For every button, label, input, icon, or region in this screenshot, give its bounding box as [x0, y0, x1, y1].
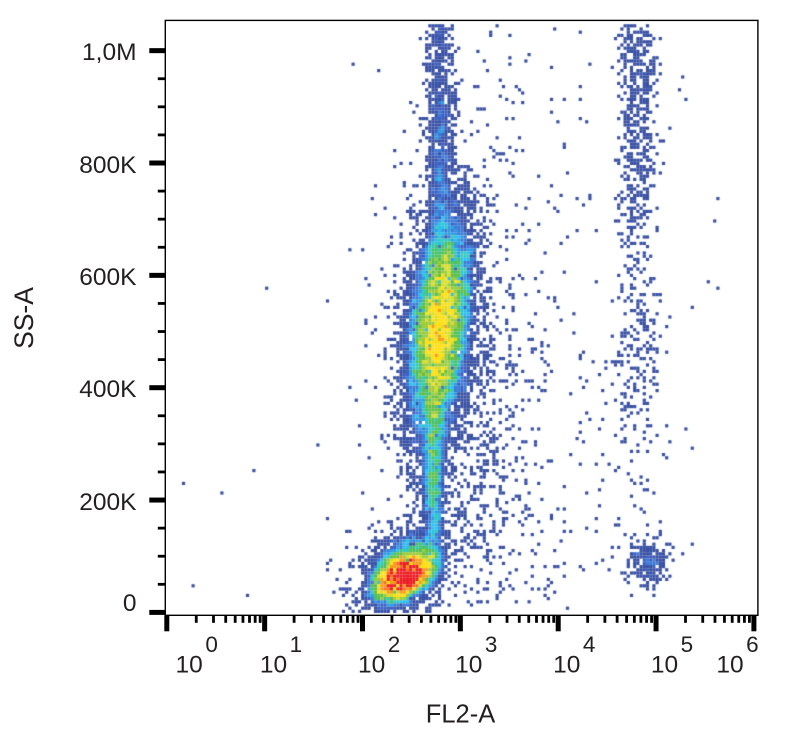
x-minor-tick	[650, 615, 653, 623]
y-minor-tick	[157, 442, 166, 446]
x-minor-tick	[527, 615, 531, 623]
y-minor-tick	[157, 330, 166, 333]
x-tick-label-10^5: 105	[650, 631, 694, 679]
x-minor-tick	[449, 615, 453, 623]
y-tick-label-600K: 600K	[79, 263, 137, 291]
x-minor-tick	[517, 615, 521, 623]
y-minor-tick	[157, 189, 166, 193]
x-axis-title: FL2-A	[425, 699, 496, 728]
x-minor-tick	[615, 615, 619, 623]
x-minor-tick	[437, 615, 441, 623]
x-minor-tick	[258, 615, 262, 623]
x-minor-tick	[407, 615, 411, 623]
y-minor-tick	[157, 358, 166, 362]
x-minor-tick	[339, 615, 343, 623]
x-major-tick	[653, 615, 659, 632]
x-minor-tick	[603, 615, 607, 623]
x-minor-tick	[429, 615, 433, 623]
plot-box-border	[164, 19, 759, 617]
y-minor-tick	[157, 470, 166, 474]
x-minor-tick	[701, 615, 705, 623]
y-major-tick	[149, 385, 166, 391]
y-tick-label-1,0M: 1,0M	[82, 38, 137, 66]
x-minor-tick	[331, 615, 335, 623]
x-minor-tick	[535, 615, 538, 623]
x-minor-tick	[639, 615, 643, 623]
y-axis-title: SS-A	[8, 286, 39, 349]
x-minor-tick	[748, 615, 751, 623]
x-minor-tick	[233, 615, 237, 623]
x-minor-tick	[586, 615, 590, 623]
x-minor-tick	[356, 615, 360, 623]
x-minor-tick	[390, 615, 394, 623]
x-major-tick	[360, 615, 365, 632]
y-major-tick	[149, 48, 166, 54]
x-minor-tick	[625, 615, 628, 623]
y-minor-tick	[157, 582, 166, 586]
y-tick-label-0: 0	[122, 589, 137, 617]
x-minor-tick	[684, 615, 687, 623]
x-minor-tick	[248, 615, 251, 623]
x-minor-tick	[345, 615, 349, 623]
x-minor-tick	[253, 615, 257, 623]
y-minor-tick	[157, 217, 166, 221]
y-major-tick	[149, 160, 166, 166]
x-major-tick	[262, 615, 268, 632]
x-tick-label-10^4: 104	[553, 631, 596, 679]
x-minor-tick	[547, 615, 551, 623]
y-minor-tick	[157, 105, 166, 109]
y-major-tick	[149, 609, 166, 615]
x-minor-tick	[723, 615, 726, 623]
x-minor-tick	[443, 615, 447, 623]
x-minor-tick	[351, 615, 355, 623]
x-minor-tick	[730, 615, 734, 623]
x-minor-tick	[713, 615, 717, 623]
x-major-tick	[751, 615, 757, 632]
x-tick-label-10^3: 103	[455, 631, 498, 679]
x-minor-tick	[737, 615, 741, 623]
x-minor-tick	[541, 615, 545, 623]
x-major-tick	[555, 615, 561, 632]
x-minor-tick	[505, 615, 509, 623]
x-minor-tick	[552, 615, 556, 623]
y-minor-tick	[157, 77, 166, 81]
x-minor-tick	[454, 615, 458, 623]
y-minor-tick	[157, 414, 166, 418]
x-tick-label-10^1: 101	[259, 631, 303, 679]
y-minor-tick	[157, 302, 166, 305]
x-minor-tick	[632, 615, 636, 623]
x-tick-label-10^6: 106	[716, 631, 759, 679]
x-minor-tick	[292, 615, 296, 623]
x-major-tick	[164, 615, 170, 632]
x-minor-tick	[194, 615, 198, 623]
x-minor-tick	[241, 615, 245, 623]
y-minor-tick	[157, 245, 166, 249]
y-tick-label-800K: 800K	[79, 151, 137, 179]
y-major-tick	[149, 272, 166, 278]
x-tick-label-10^2: 102	[357, 631, 401, 679]
x-major-tick	[457, 615, 463, 632]
x-tick-label-10^0: 100	[175, 631, 218, 679]
x-minor-tick	[212, 615, 215, 623]
x-minor-tick	[322, 615, 325, 623]
y-tick-label-200K: 200K	[79, 488, 137, 516]
y-major-tick	[149, 497, 166, 503]
y-minor-tick	[157, 133, 166, 137]
x-minor-tick	[743, 615, 746, 623]
y-minor-tick	[157, 526, 166, 530]
y-minor-tick	[157, 554, 166, 558]
x-minor-tick	[488, 615, 492, 623]
x-minor-tick	[645, 615, 648, 623]
x-minor-tick	[420, 615, 423, 623]
x-minor-tick	[224, 615, 228, 623]
y-tick-label-400K: 400K	[79, 375, 137, 403]
x-minor-tick	[309, 615, 313, 623]
